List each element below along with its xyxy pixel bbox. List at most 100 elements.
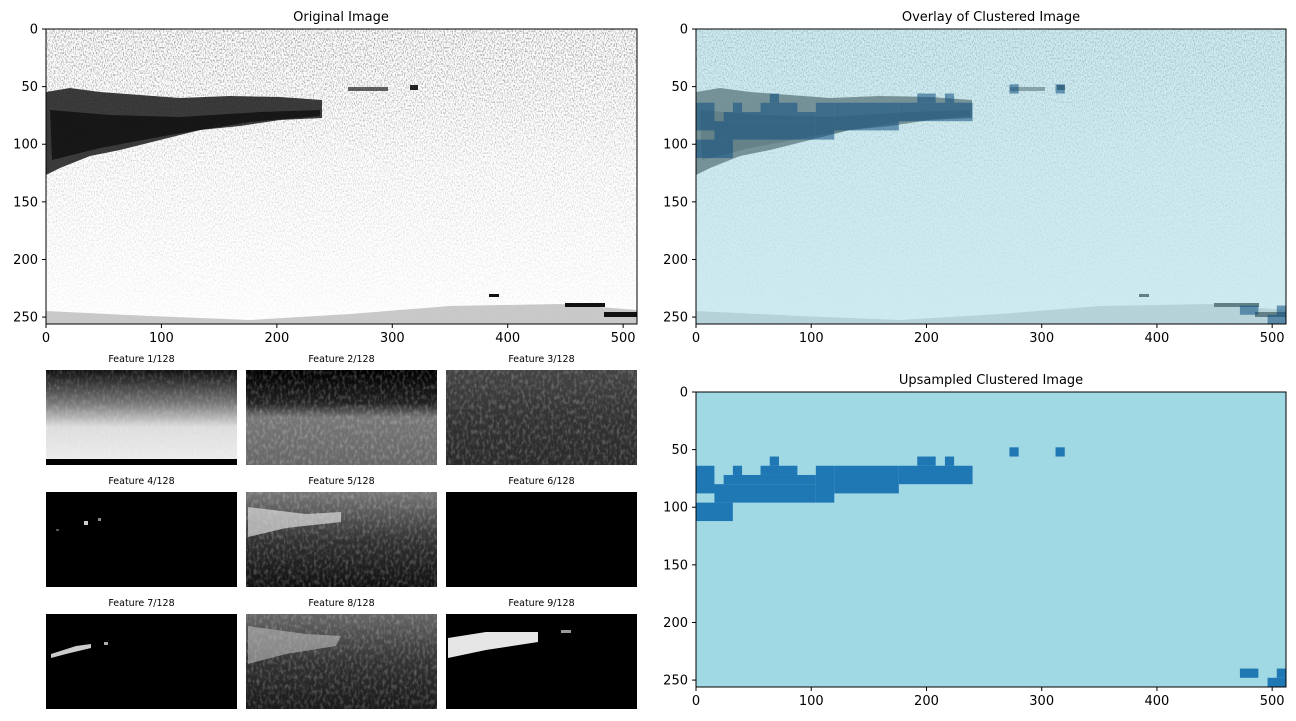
cluster-block bbox=[815, 102, 835, 140]
cluster-block bbox=[917, 456, 936, 466]
cluster-block bbox=[732, 102, 743, 112]
feature-label: Feature 3/128 bbox=[508, 354, 574, 365]
y-tick-label: 200 bbox=[13, 253, 38, 268]
feature-image bbox=[446, 614, 637, 709]
x-tick-label: 300 bbox=[380, 331, 405, 346]
y-tick-label: 250 bbox=[13, 311, 38, 326]
cluster-block bbox=[1009, 84, 1019, 94]
feature-label: Feature 8/128 bbox=[308, 598, 374, 609]
feature-texture bbox=[246, 614, 437, 709]
cluster-block bbox=[732, 465, 743, 475]
x-tick-label: 500 bbox=[1260, 331, 1285, 346]
x-tick-label: 400 bbox=[495, 331, 520, 346]
x-tick-label: 400 bbox=[1145, 331, 1170, 346]
feature-edge bbox=[46, 459, 237, 465]
overlay-cluster-layer bbox=[696, 84, 1286, 324]
original-image-plot bbox=[45, 28, 638, 325]
upsampled-title: Upsampled Clustered Image bbox=[899, 373, 1083, 388]
feature-map: Feature 3/128 bbox=[446, 354, 637, 465]
feature-streak bbox=[248, 507, 341, 537]
x-tick-label: 200 bbox=[914, 694, 939, 709]
cluster-block bbox=[1276, 668, 1286, 678]
y-tick-label: 50 bbox=[21, 80, 38, 95]
y-tick-label: 100 bbox=[663, 138, 688, 153]
overlay-tint bbox=[696, 29, 1286, 324]
feature-grid: Feature 1/128 Feature 2/128 Feature 3/128 F… bbox=[46, 354, 637, 709]
feature-label: Feature 9/128 bbox=[508, 598, 574, 609]
y-tick-label: 0 bbox=[680, 23, 688, 38]
y-tick-label: 50 bbox=[671, 80, 688, 95]
y-tick-label: 250 bbox=[663, 674, 688, 689]
x-tick-label: 400 bbox=[1145, 694, 1170, 709]
x-tick-label: 300 bbox=[1029, 331, 1054, 346]
y-tick-label: 150 bbox=[663, 195, 688, 210]
cluster-block bbox=[723, 474, 816, 485]
cluster-block bbox=[696, 139, 733, 159]
x-tick-label: 0 bbox=[42, 331, 50, 346]
feature-spot bbox=[561, 630, 571, 633]
feature-map: Feature 1/128 bbox=[46, 354, 237, 465]
cluster-block bbox=[714, 121, 816, 140]
cluster-block bbox=[834, 102, 899, 131]
cluster-block bbox=[1267, 677, 1286, 687]
overlay-plot bbox=[695, 28, 1287, 325]
cluster-block bbox=[760, 465, 798, 475]
y-tick-label: 0 bbox=[30, 23, 38, 38]
y-tick-label: 200 bbox=[663, 616, 688, 631]
cluster-block bbox=[898, 465, 973, 485]
feature-map: Feature 4/128 bbox=[46, 476, 237, 587]
y-tick-label: 100 bbox=[13, 138, 38, 153]
y-tick-label: 100 bbox=[663, 501, 688, 516]
cluster-block bbox=[917, 93, 936, 103]
feature-label: Feature 1/128 bbox=[108, 354, 174, 365]
feature-spot bbox=[84, 521, 88, 525]
cluster-block bbox=[1009, 447, 1019, 457]
feature-spot bbox=[104, 642, 108, 645]
y-tick-label: 150 bbox=[663, 558, 688, 573]
original-image-axes: 0 100 200 300 400 500 0 50 100 150 200 250 bbox=[13, 23, 635, 347]
cluster-block bbox=[1055, 84, 1065, 94]
feature-map: Feature 5/128 bbox=[246, 476, 437, 587]
cluster-block bbox=[815, 465, 835, 503]
feature-label: Feature 6/128 bbox=[508, 476, 574, 487]
feature-map: Feature 2/128 bbox=[246, 354, 437, 465]
feature-texture bbox=[246, 492, 437, 587]
cluster-block bbox=[944, 93, 955, 103]
cluster-block bbox=[769, 456, 779, 466]
x-tick-label: 100 bbox=[149, 331, 174, 346]
cluster-block bbox=[769, 93, 779, 103]
y-tick-label: 150 bbox=[13, 195, 38, 210]
upsampled-panel: Upsampled Clustered Image 0 100 200 300 400 5… bbox=[663, 373, 1287, 710]
cluster-block bbox=[1055, 447, 1065, 457]
feature-image bbox=[46, 492, 237, 587]
original-image-title: Original Image bbox=[293, 10, 389, 25]
feature-map: Feature 6/128 bbox=[446, 476, 637, 587]
x-tick-label: 500 bbox=[611, 331, 636, 346]
feature-streak bbox=[248, 626, 341, 664]
feature-label: Feature 7/128 bbox=[108, 598, 174, 609]
x-tick-label: 100 bbox=[799, 331, 824, 346]
x-tick-label: 100 bbox=[799, 694, 824, 709]
original-image-panel: Original Image 0 100 200 300 400 500 0 50 100 150… bbox=[13, 10, 638, 347]
feature-texture bbox=[246, 370, 437, 465]
feature-spot bbox=[98, 518, 101, 521]
feature-label: Feature 4/128 bbox=[108, 476, 174, 487]
cluster-block bbox=[760, 102, 798, 112]
feature-streak bbox=[448, 632, 538, 658]
feature-map: Feature 7/128 bbox=[46, 598, 237, 709]
x-tick-label: 0 bbox=[692, 694, 700, 709]
cluster-block bbox=[898, 102, 973, 122]
overlay-panel: Overlay of Clustered Image 0 100 200 300 400… bbox=[663, 10, 1287, 346]
upsampled-background bbox=[696, 392, 1286, 687]
upsampled-plot bbox=[695, 391, 1287, 688]
x-tick-label: 300 bbox=[1029, 694, 1054, 709]
upsampled-axes: 0 100 200 300 400 500 0 50 100 150 200 250 bbox=[663, 386, 1284, 710]
feature-map: Feature 9/128 bbox=[446, 598, 637, 709]
feature-texture bbox=[446, 370, 637, 465]
cluster-block bbox=[834, 465, 899, 494]
x-tick-label: 500 bbox=[1260, 694, 1285, 709]
cluster-block bbox=[1239, 668, 1259, 678]
x-tick-label: 0 bbox=[692, 331, 700, 346]
y-tick-label: 200 bbox=[663, 253, 688, 268]
